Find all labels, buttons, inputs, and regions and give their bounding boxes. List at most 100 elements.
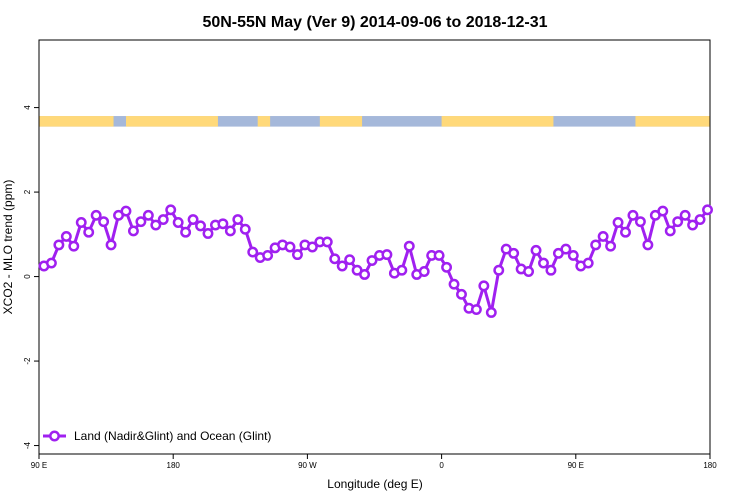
series-group <box>38 204 713 318</box>
data-point <box>172 217 184 228</box>
data-point <box>620 226 631 238</box>
data-point <box>597 230 609 242</box>
data-point <box>321 236 333 248</box>
data-point <box>456 288 467 300</box>
data-point <box>560 243 572 255</box>
data-point <box>627 209 639 221</box>
y-tick-label: -2 <box>23 357 32 365</box>
data-point <box>247 246 259 258</box>
data-point <box>187 214 199 225</box>
data-point <box>344 254 356 266</box>
data-point <box>396 264 408 276</box>
data-point <box>90 209 102 221</box>
data-point <box>448 278 460 290</box>
x-axis-label: Longitude (deg E) <box>327 477 422 491</box>
data-point <box>68 240 80 252</box>
data-point <box>657 205 669 217</box>
y-tick-label: 0 <box>23 274 32 279</box>
x-tick-label: 90 E <box>568 461 584 470</box>
data-point <box>98 216 110 228</box>
data-point <box>75 217 87 228</box>
data-point <box>694 214 706 225</box>
land-ocean-band <box>39 116 710 127</box>
data-point <box>538 257 549 269</box>
data-point <box>224 225 236 237</box>
data-point <box>262 249 274 261</box>
x-tick-label: 180 <box>167 461 181 470</box>
plot-frame <box>38 39 711 455</box>
x-tick-label: 0 <box>439 461 444 470</box>
legend-label: Land (Nadir&Glint) and Ocean (Glint) <box>74 429 271 443</box>
chart-title: 50N-55N May (Ver 9) 2014-09-06 to 2018-1… <box>202 14 547 31</box>
data-point <box>612 217 624 228</box>
data-point <box>679 209 691 221</box>
data-point <box>120 205 132 217</box>
x-tick-label: 90 W <box>298 461 317 470</box>
data-point <box>403 240 415 252</box>
data-point <box>381 249 393 261</box>
data-point <box>292 249 303 261</box>
data-point <box>135 216 147 228</box>
data-point <box>567 249 579 261</box>
land-segment <box>125 116 218 127</box>
data-point <box>202 228 214 239</box>
data-point <box>702 204 713 216</box>
data-point <box>441 261 453 273</box>
data-point <box>664 225 676 237</box>
land-segment <box>319 116 363 127</box>
land-segment <box>257 116 271 127</box>
data-point <box>53 239 65 251</box>
data-point <box>366 255 378 266</box>
x-tick-label: 90 E <box>31 461 47 470</box>
data-point <box>306 241 318 253</box>
data-point <box>523 266 535 277</box>
data-point <box>634 216 646 228</box>
data-point <box>418 266 430 277</box>
data-point <box>195 220 206 232</box>
y-tick-label: 4 <box>23 105 32 110</box>
legend-marker <box>49 430 60 442</box>
data-point <box>493 264 505 276</box>
data-point <box>60 230 72 242</box>
data-point <box>530 244 542 256</box>
data-point <box>642 239 654 251</box>
data-point <box>142 209 154 221</box>
data-point <box>165 204 177 216</box>
data-point <box>582 257 594 269</box>
data-point <box>590 239 602 251</box>
data-point <box>83 226 95 238</box>
data-point <box>508 247 520 259</box>
y-tick-label: 2 <box>23 189 32 194</box>
data-point <box>478 280 490 292</box>
data-point <box>45 257 57 269</box>
data-point <box>180 226 192 238</box>
data-point <box>336 260 348 272</box>
data-point <box>232 214 244 225</box>
data-point <box>217 218 229 230</box>
data-point <box>359 269 371 280</box>
data-point <box>605 240 617 252</box>
land-segment <box>39 116 114 127</box>
data-point <box>150 219 162 231</box>
data-point <box>672 216 684 228</box>
x-axis: 90 E 180 90 W 0 90 E 180 <box>31 454 717 470</box>
data-point <box>687 219 699 231</box>
data-point <box>239 223 251 235</box>
ocean-band <box>39 116 710 127</box>
legend: Land (Nadir&Glint) and Ocean (Glint) <box>43 429 271 443</box>
data-point <box>105 239 117 251</box>
land-segment <box>635 116 710 127</box>
y-axis: -4 -2 0 2 4 <box>23 105 39 449</box>
data-point <box>433 249 445 261</box>
data-point <box>485 307 497 318</box>
data-point <box>127 225 139 237</box>
data-point <box>329 253 341 265</box>
data-point <box>284 241 296 253</box>
y-axis-label: XCO2 - MLO trend (ppm) <box>1 180 15 315</box>
y-tick-label: -4 <box>23 441 32 449</box>
data-point <box>470 304 482 315</box>
data-point <box>545 264 557 276</box>
x-tick-label: 180 <box>703 461 717 470</box>
land-segment <box>441 116 554 127</box>
